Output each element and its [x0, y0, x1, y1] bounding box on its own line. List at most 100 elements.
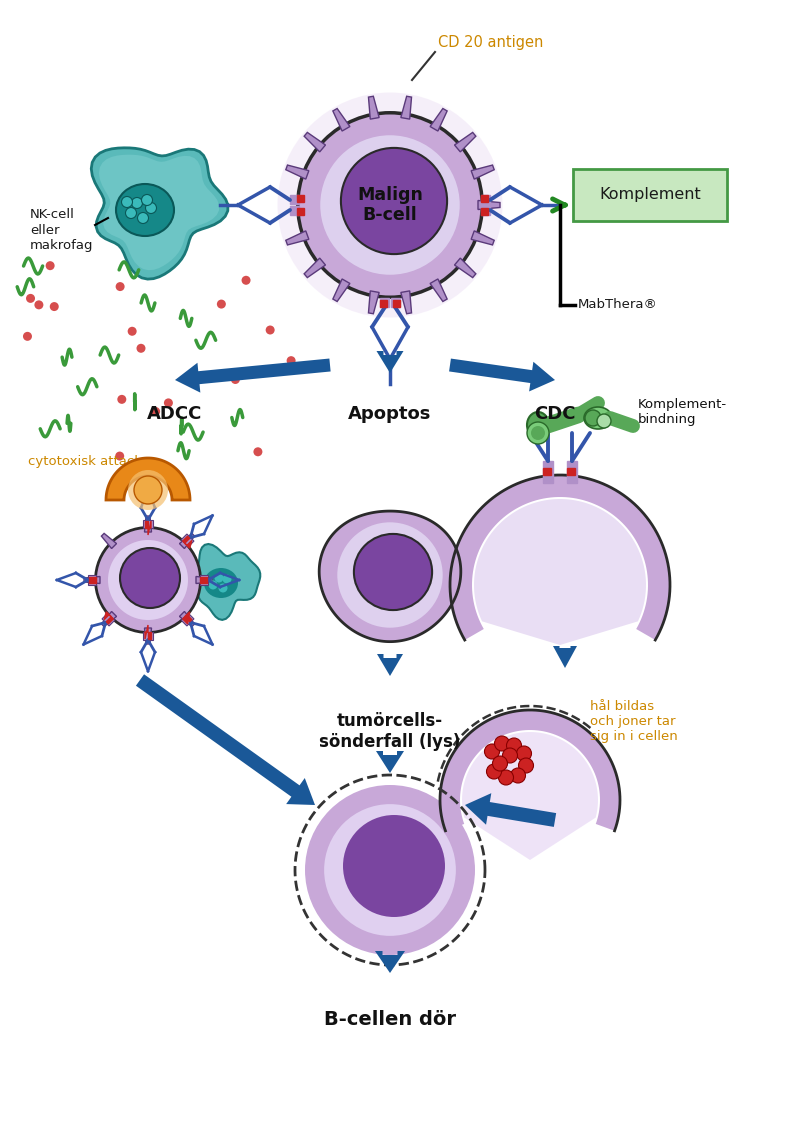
- Polygon shape: [455, 133, 476, 152]
- Polygon shape: [145, 516, 152, 532]
- Circle shape: [214, 574, 224, 583]
- FancyArrow shape: [377, 351, 403, 374]
- FancyArrow shape: [136, 674, 315, 806]
- Text: tumörcells-
sönderfall (lys): tumörcells- sönderfall (lys): [319, 712, 461, 750]
- FancyArrow shape: [376, 752, 404, 773]
- Circle shape: [493, 756, 507, 771]
- Polygon shape: [368, 291, 379, 314]
- Circle shape: [141, 195, 153, 206]
- Polygon shape: [471, 165, 494, 179]
- Circle shape: [116, 451, 124, 460]
- Polygon shape: [333, 279, 350, 302]
- Text: cytotoxisk attack: cytotoxisk attack: [28, 455, 142, 468]
- Circle shape: [485, 744, 499, 759]
- Bar: [380, 300, 387, 307]
- Ellipse shape: [343, 814, 445, 917]
- Polygon shape: [401, 97, 411, 119]
- Polygon shape: [478, 200, 500, 209]
- Ellipse shape: [95, 528, 200, 632]
- Ellipse shape: [277, 92, 503, 317]
- Polygon shape: [185, 614, 191, 622]
- Polygon shape: [148, 521, 151, 536]
- Bar: [567, 468, 575, 475]
- Circle shape: [137, 213, 149, 224]
- Ellipse shape: [305, 785, 475, 955]
- Circle shape: [50, 303, 59, 312]
- Ellipse shape: [324, 804, 456, 936]
- FancyArrow shape: [553, 646, 577, 668]
- Circle shape: [494, 736, 510, 752]
- Bar: [567, 461, 577, 483]
- Polygon shape: [148, 632, 151, 639]
- Polygon shape: [304, 133, 326, 152]
- Bar: [543, 468, 551, 475]
- Bar: [297, 208, 304, 215]
- Circle shape: [128, 326, 137, 335]
- Text: ADCC: ADCC: [147, 405, 203, 423]
- Polygon shape: [106, 458, 190, 500]
- Polygon shape: [145, 626, 148, 639]
- Circle shape: [597, 414, 611, 428]
- FancyArrow shape: [465, 793, 556, 827]
- Polygon shape: [319, 511, 461, 641]
- Circle shape: [125, 207, 137, 218]
- Circle shape: [486, 764, 502, 778]
- Ellipse shape: [584, 407, 612, 429]
- Ellipse shape: [108, 540, 188, 620]
- Ellipse shape: [341, 147, 447, 254]
- Bar: [543, 461, 553, 483]
- Circle shape: [585, 410, 601, 426]
- Ellipse shape: [320, 135, 460, 274]
- Text: Komplement-
bindning: Komplement- bindning: [638, 398, 727, 426]
- Circle shape: [117, 395, 126, 404]
- Polygon shape: [462, 732, 598, 860]
- Circle shape: [531, 426, 545, 440]
- Bar: [481, 195, 488, 202]
- Polygon shape: [99, 154, 219, 270]
- Circle shape: [137, 344, 145, 353]
- Circle shape: [287, 357, 296, 366]
- Polygon shape: [143, 632, 153, 640]
- Bar: [380, 298, 389, 307]
- Polygon shape: [88, 575, 96, 585]
- Polygon shape: [286, 165, 309, 179]
- Circle shape: [503, 748, 517, 763]
- Circle shape: [208, 580, 217, 590]
- Circle shape: [132, 198, 142, 208]
- Circle shape: [134, 476, 162, 504]
- Bar: [297, 195, 304, 202]
- Ellipse shape: [120, 548, 180, 608]
- Circle shape: [164, 398, 173, 407]
- Polygon shape: [185, 540, 191, 548]
- Text: Komplement: Komplement: [599, 188, 701, 202]
- Polygon shape: [101, 612, 116, 627]
- Polygon shape: [401, 291, 411, 314]
- Circle shape: [217, 299, 226, 308]
- Polygon shape: [102, 613, 115, 626]
- Bar: [481, 206, 490, 215]
- Circle shape: [121, 197, 133, 207]
- FancyBboxPatch shape: [573, 169, 727, 220]
- Ellipse shape: [298, 112, 482, 297]
- Circle shape: [218, 584, 228, 593]
- Ellipse shape: [204, 568, 238, 598]
- FancyArrow shape: [449, 359, 555, 391]
- Circle shape: [26, 294, 35, 303]
- Ellipse shape: [354, 534, 432, 610]
- Polygon shape: [145, 521, 148, 528]
- Polygon shape: [143, 520, 153, 528]
- Text: NK-cell
eller
makrofag: NK-cell eller makrofag: [30, 208, 94, 252]
- Polygon shape: [195, 544, 260, 620]
- Polygon shape: [471, 231, 494, 245]
- Polygon shape: [196, 576, 212, 584]
- Polygon shape: [200, 577, 207, 580]
- Polygon shape: [286, 231, 309, 245]
- Polygon shape: [474, 500, 646, 645]
- Polygon shape: [430, 279, 447, 302]
- Circle shape: [254, 448, 263, 457]
- Text: MabThera®: MabThera®: [578, 298, 658, 312]
- Text: CDC: CDC: [534, 405, 576, 423]
- Ellipse shape: [337, 522, 443, 628]
- Polygon shape: [181, 534, 194, 547]
- Circle shape: [35, 300, 44, 309]
